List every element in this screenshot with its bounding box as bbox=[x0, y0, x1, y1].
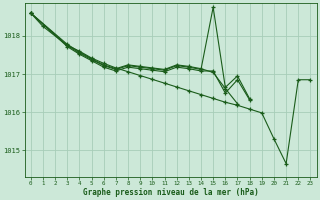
X-axis label: Graphe pression niveau de la mer (hPa): Graphe pression niveau de la mer (hPa) bbox=[83, 188, 259, 197]
